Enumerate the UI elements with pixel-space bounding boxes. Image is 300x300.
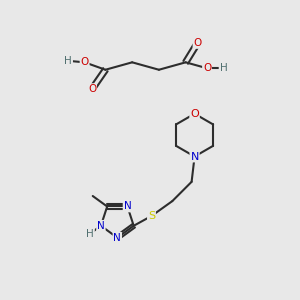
Text: O: O xyxy=(190,109,199,119)
Text: N: N xyxy=(124,202,131,212)
Text: H: H xyxy=(220,63,227,73)
Text: N: N xyxy=(190,152,199,161)
Text: O: O xyxy=(80,57,89,67)
Text: H: H xyxy=(64,56,72,66)
Text: O: O xyxy=(88,84,96,94)
Text: N: N xyxy=(113,233,121,243)
Text: O: O xyxy=(194,38,202,48)
Text: H: H xyxy=(86,229,94,238)
Text: S: S xyxy=(148,211,155,221)
Text: N: N xyxy=(97,221,105,231)
Text: O: O xyxy=(203,63,211,73)
